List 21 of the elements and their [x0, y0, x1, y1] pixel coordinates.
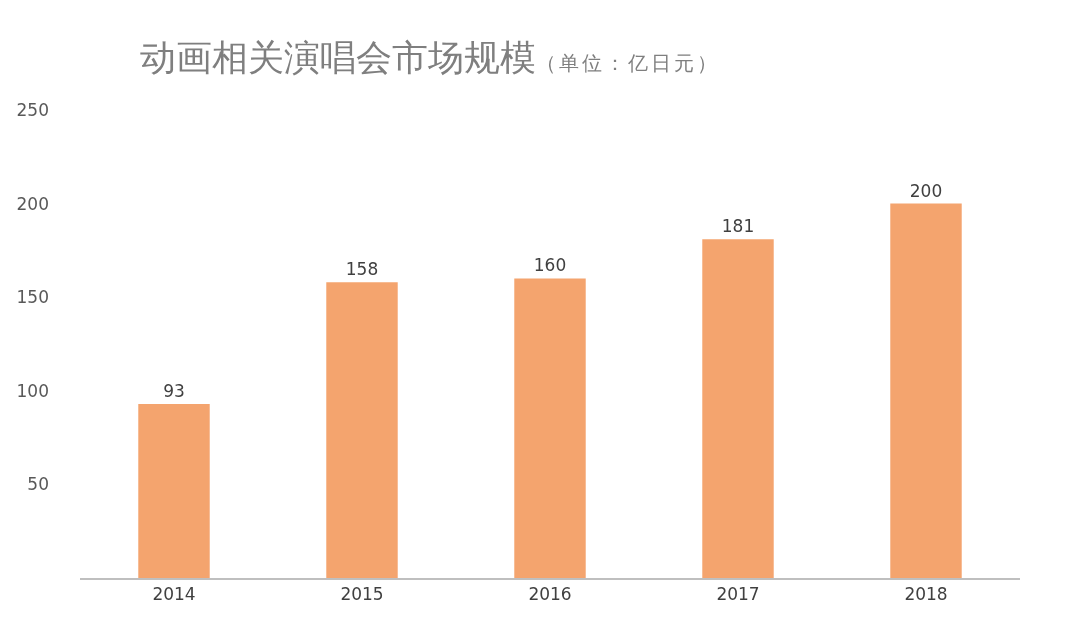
x-tick-label: 2014	[152, 584, 196, 605]
data-label: 200	[909, 180, 943, 201]
x-tick-label: 2017	[716, 584, 760, 605]
x-tick-label: 2015	[340, 584, 384, 605]
y-tick-label: 200	[16, 193, 49, 214]
x-tick-label: 2018	[904, 584, 948, 605]
bar	[514, 278, 586, 578]
bar	[890, 203, 962, 578]
y-tick-label: 50	[27, 474, 49, 495]
y-tick-label: 250	[16, 99, 49, 120]
bar	[138, 403, 210, 578]
x-tick-label: 2016	[528, 584, 572, 605]
data-label: 160	[533, 255, 567, 276]
data-label: 181	[721, 216, 755, 237]
chart-subtitle: （单位：亿日元）	[536, 50, 721, 75]
data-label: 93	[163, 380, 185, 401]
data-label: 158	[345, 259, 379, 280]
bar	[702, 239, 774, 578]
y-tick-label: 150	[16, 287, 49, 308]
bar	[326, 282, 398, 578]
y-tick-label: 100	[16, 380, 49, 401]
